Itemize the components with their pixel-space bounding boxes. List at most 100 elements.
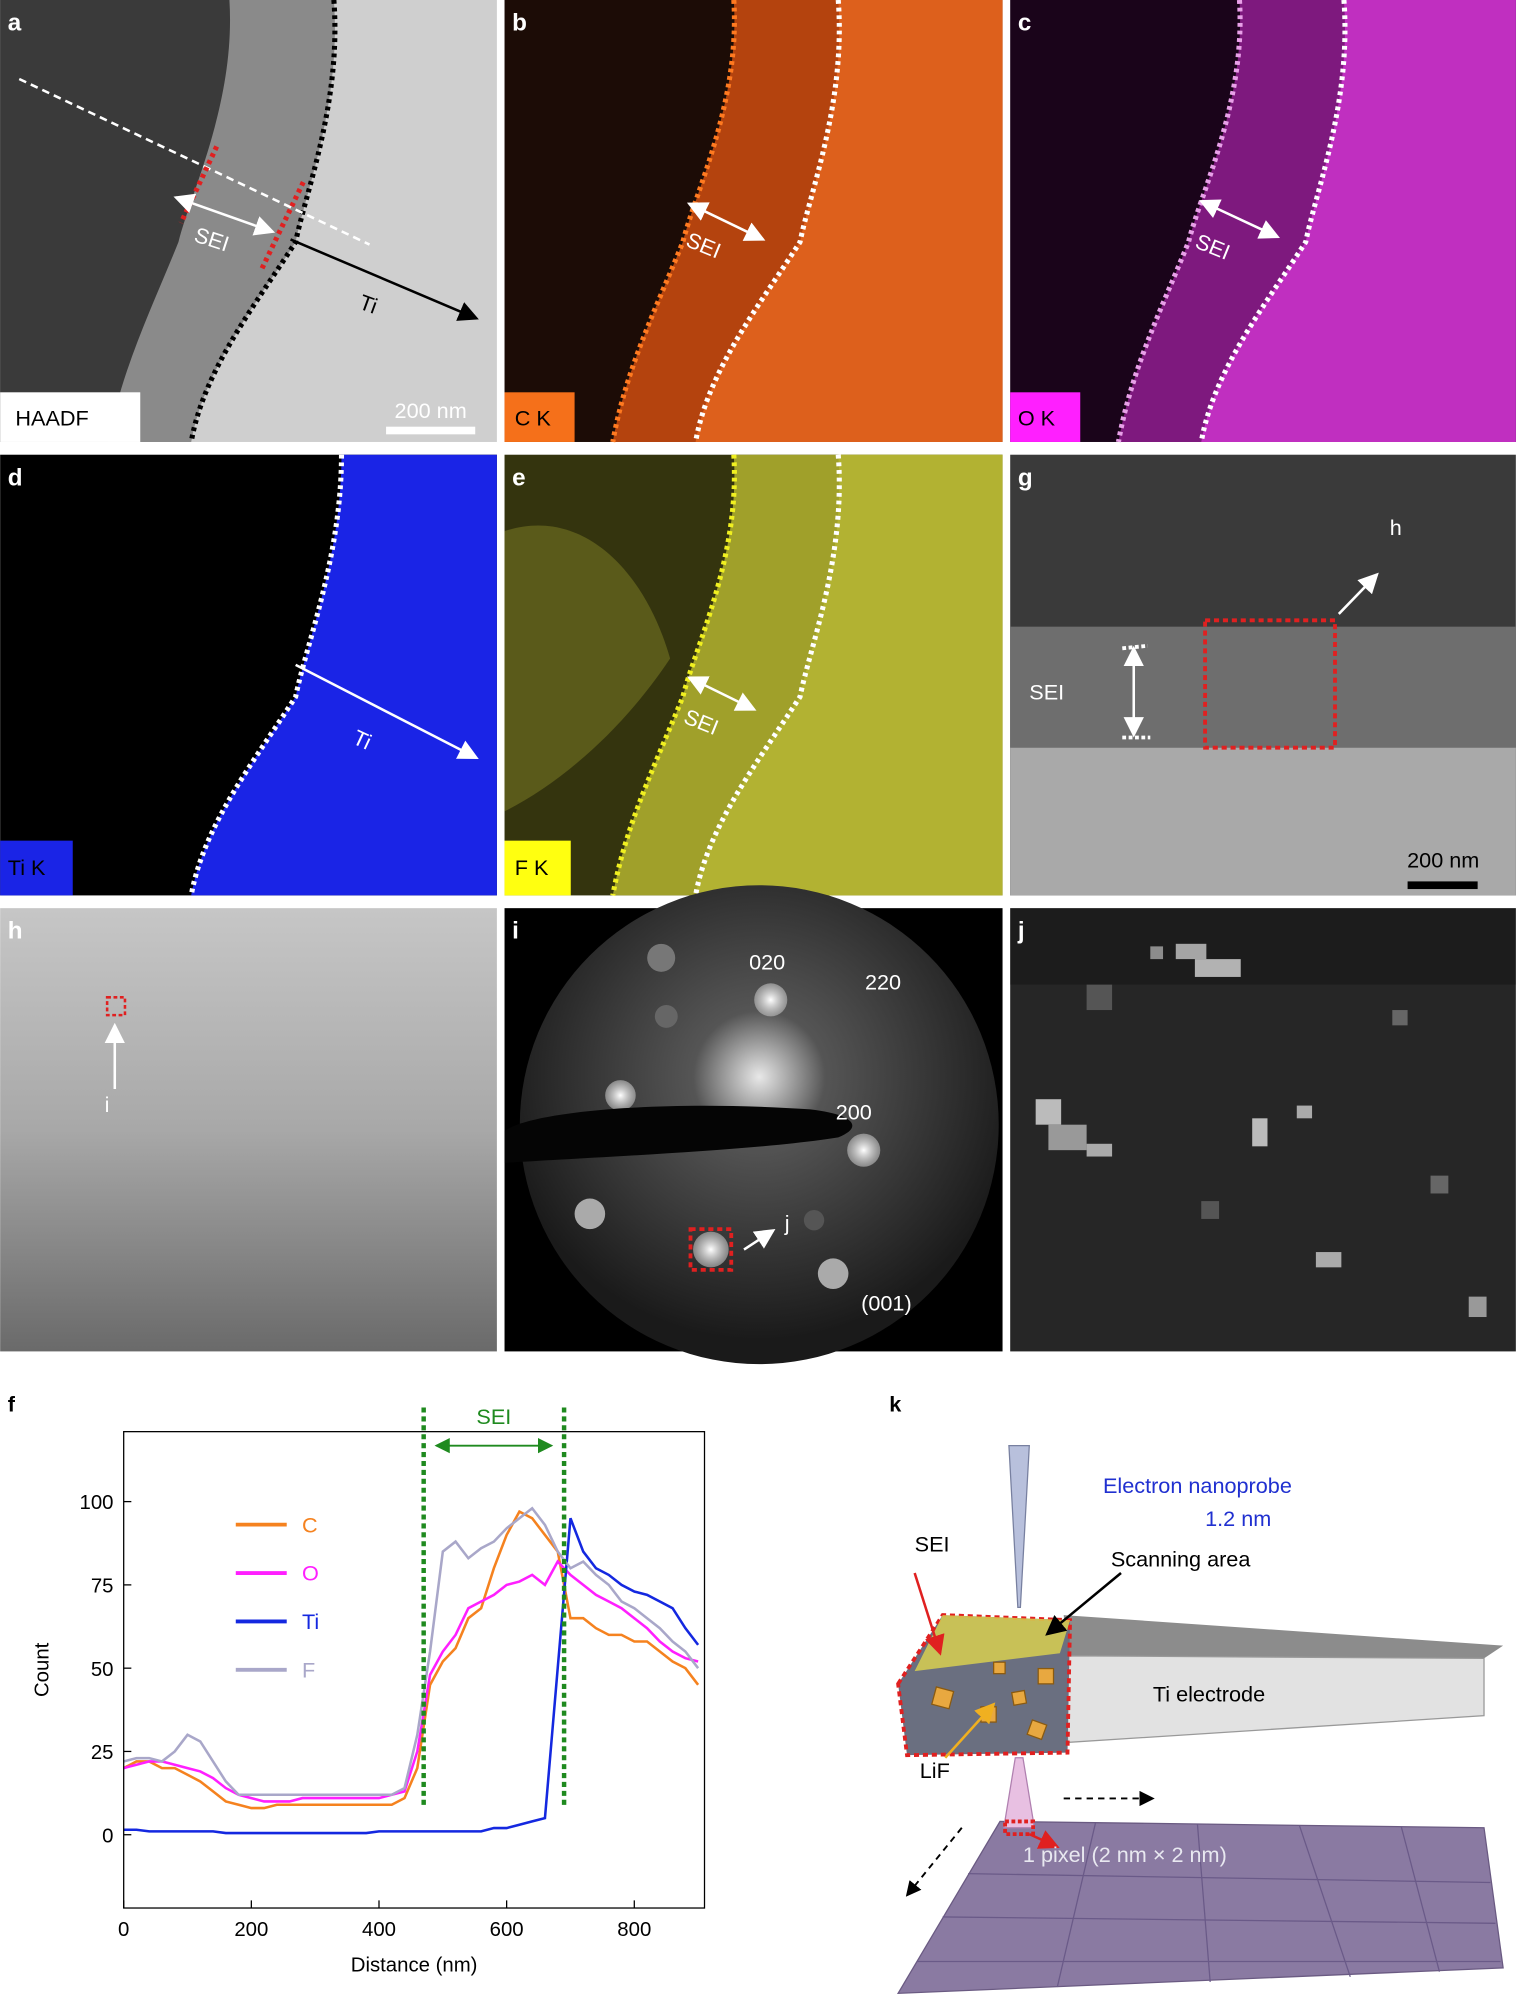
region <box>504 525 671 812</box>
grid-line <box>942 1916 1496 1924</box>
bulk-region <box>1201 0 1516 442</box>
channel-label: C K <box>515 405 552 430</box>
roi-box <box>688 1227 734 1272</box>
arrow <box>913 1572 945 1656</box>
arrow <box>1337 572 1379 615</box>
series-line <box>123 1559 699 1803</box>
spot <box>605 1080 636 1111</box>
pixel <box>1430 1175 1449 1194</box>
pixel <box>1150 946 1164 960</box>
boundary <box>188 454 345 896</box>
probe-size: 1.2 nm <box>1205 1506 1271 1531</box>
shade <box>1010 908 1516 985</box>
panel-letter: d <box>8 464 23 491</box>
panel-g: SEI h 200 nm g <box>1010 454 1516 896</box>
pixel <box>1086 984 1113 1011</box>
pixel-grid <box>896 1820 1504 1995</box>
roi-box <box>1203 618 1337 750</box>
grid-line <box>1298 1825 1351 1978</box>
x-tick-label: 0 <box>118 1919 129 1941</box>
annotation: 200 <box>836 1100 872 1125</box>
bulk-region <box>695 454 1003 896</box>
label: LiF <box>920 1758 950 1783</box>
annotation: j <box>784 1210 790 1235</box>
arrow <box>1045 1572 1122 1636</box>
series-line <box>123 1517 700 1835</box>
crystal <box>930 1686 955 1710</box>
sei-band <box>1010 626 1516 748</box>
panel-c: SEI O K c <box>1010 0 1516 443</box>
scale-bar <box>1407 881 1478 890</box>
pixel <box>1252 1118 1268 1147</box>
legend-label: C <box>302 1512 318 1537</box>
plot-frame <box>123 1431 706 1909</box>
dark-region <box>0 0 231 442</box>
electrode-front <box>1066 1655 1485 1744</box>
panel-letter: e <box>512 464 525 491</box>
spot <box>654 1004 678 1028</box>
series-line <box>123 1509 700 1810</box>
panel-d: Ti Ti K d <box>0 454 497 896</box>
y-tick-label: 25 <box>91 1742 114 1764</box>
boundary <box>610 0 737 443</box>
panel-h: i h <box>0 908 497 1352</box>
pixel <box>1048 1124 1087 1151</box>
bulk-band <box>1010 747 1516 896</box>
label-box <box>0 392 141 442</box>
pixel-box <box>1003 1819 1036 1837</box>
arrow <box>1028 1830 1060 1849</box>
pixel <box>1315 1252 1342 1268</box>
annotation: 220 <box>865 970 901 995</box>
grid-lines <box>917 1822 1501 1988</box>
grid-line <box>1400 1826 1441 1972</box>
legend-label: O <box>302 1561 319 1586</box>
bulk-region <box>695 0 1003 442</box>
arrow <box>905 1827 963 1897</box>
probe-cone <box>1008 1445 1030 1609</box>
panel-j: j <box>1010 908 1516 1352</box>
panel-letter: f <box>8 1391 16 1416</box>
channel-label: HAADF <box>15 405 88 430</box>
spot <box>574 1198 606 1230</box>
bulk-region <box>191 454 497 896</box>
diagram-k: k Electron nanoprobe 1.2 nm SEI Scanning… <box>889 1391 1504 1995</box>
annotation: SEI <box>1029 679 1064 704</box>
label: 1 pixel (2 nm × 2 nm) <box>1023 1842 1227 1867</box>
sei-arrow <box>686 202 766 241</box>
spot <box>754 983 788 1017</box>
channel-label: O K <box>1018 405 1056 430</box>
channel-label: F K <box>515 855 549 880</box>
y-tick-label: 50 <box>91 1659 114 1681</box>
panel-letter: i <box>512 918 519 945</box>
beam-stop <box>504 1105 853 1163</box>
y-tick-label: 0 <box>102 1825 113 1847</box>
panel-b: SEI C K b <box>504 0 1003 443</box>
spot <box>803 1210 825 1231</box>
sei-arrow <box>1198 199 1280 239</box>
label-box <box>0 840 73 896</box>
annotation: (001) <box>861 1291 912 1316</box>
y-tick-label: 100 <box>80 1492 114 1514</box>
series-line <box>123 1506 700 1797</box>
panel-letter: b <box>512 10 527 37</box>
sei-arrow <box>686 676 757 711</box>
annotation: i <box>105 1092 110 1117</box>
label: Ti electrode <box>1153 1682 1265 1707</box>
boundary <box>610 454 737 896</box>
arrow <box>944 1702 996 1759</box>
panel-a: SEI Ti HAADF 200 nm a <box>0 0 497 443</box>
boundary <box>1115 0 1243 443</box>
label: SEI <box>915 1531 950 1556</box>
scale-bar <box>386 426 476 435</box>
spot <box>847 1133 881 1167</box>
pixel <box>1468 1296 1487 1318</box>
pixel <box>1296 1105 1313 1119</box>
pixel <box>1175 943 1207 960</box>
marker <box>1122 643 1148 651</box>
channel-label: Ti K <box>8 855 46 880</box>
pixel <box>1194 959 1241 977</box>
x-tick-label: 600 <box>490 1919 524 1941</box>
electrode-top <box>1063 1615 1504 1659</box>
pixel <box>1201 1201 1220 1219</box>
